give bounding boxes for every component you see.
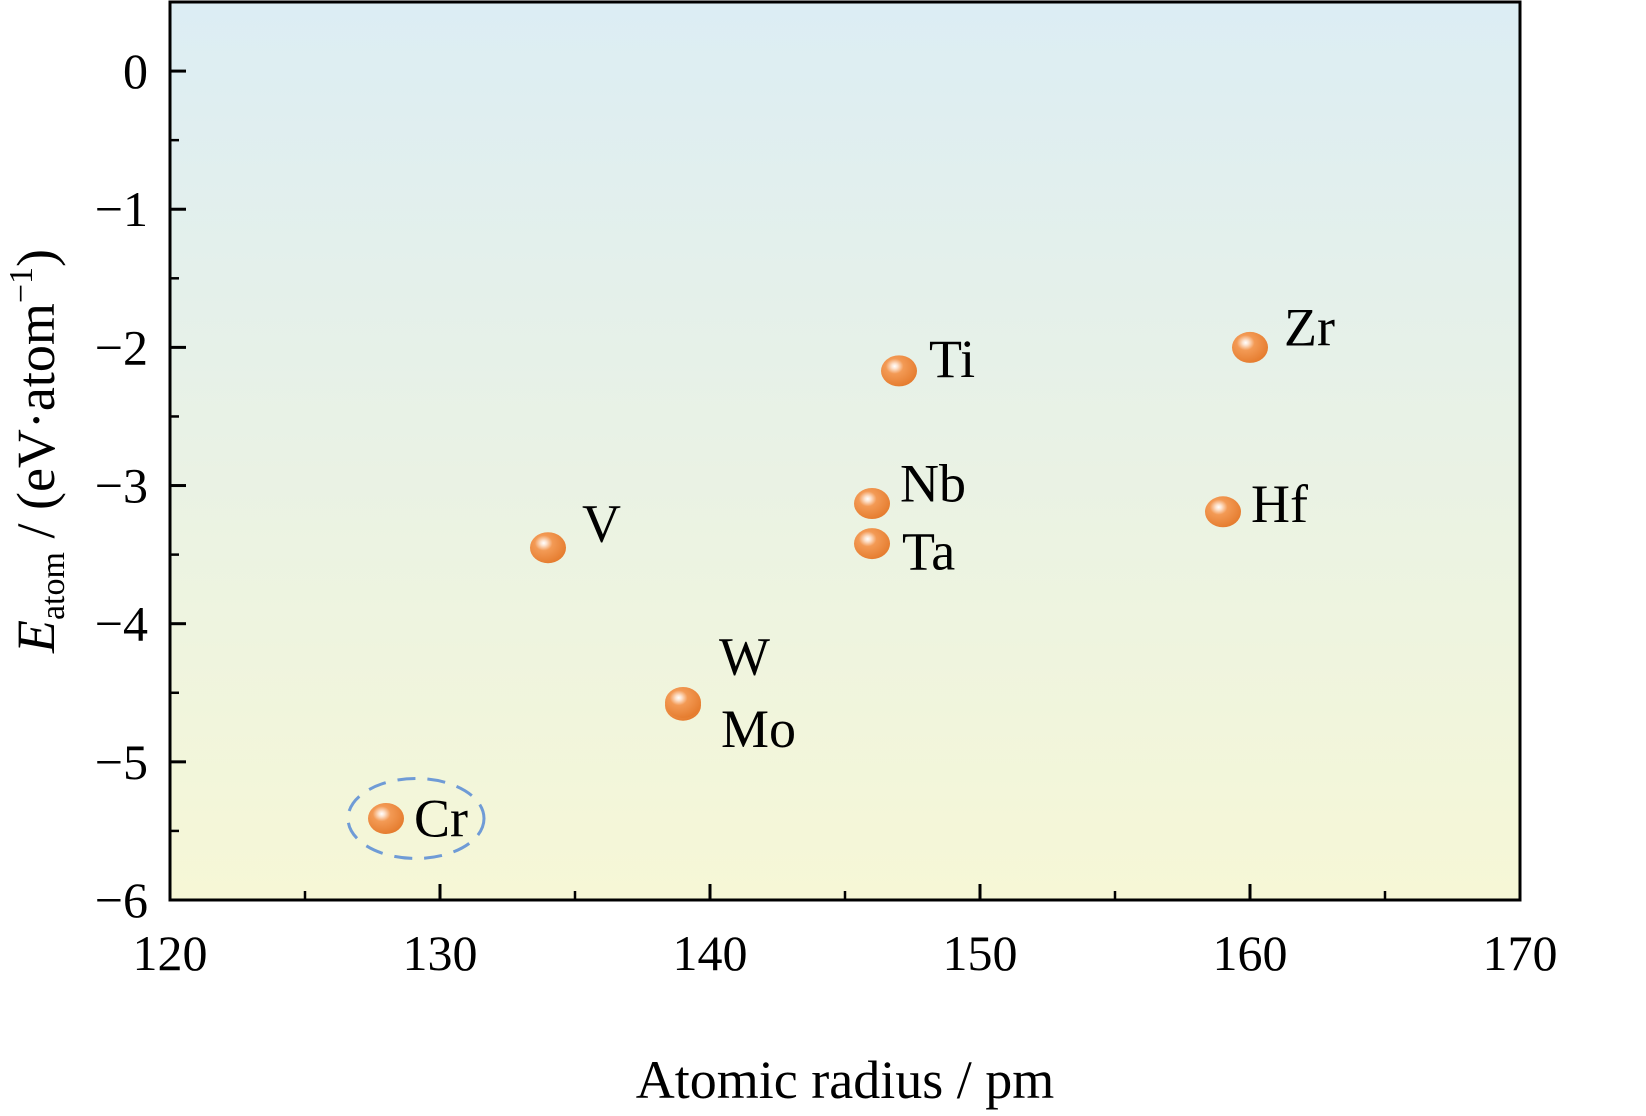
data-point-hf: Hf (1205, 474, 1308, 534)
point-label: Nb (900, 453, 966, 513)
x-tick-label: 150 (943, 925, 1018, 981)
plot-area (170, 2, 1520, 900)
x-tick-label: 140 (673, 925, 748, 981)
point-label: V (582, 494, 621, 554)
point-marker (854, 487, 890, 519)
point-marker (854, 528, 890, 560)
x-axis: 120 130 140 150 160 170 (133, 884, 1558, 981)
point-marker (665, 686, 701, 718)
point-label: Cr (414, 788, 468, 848)
data-points: Cr V Mo W Ta Nb Ti Hf Zr (346, 297, 1335, 860)
point-label: Ta (902, 522, 955, 582)
data-point-ti: Ti (881, 329, 975, 389)
y-tick-label: −1 (95, 181, 148, 237)
y-axis-unit-close: ) (6, 249, 66, 267)
y-axis-superscript: −1 (3, 267, 40, 303)
y-tick-label: −2 (95, 319, 148, 375)
point-marker (881, 355, 917, 387)
y-axis-symbol: E (6, 620, 66, 654)
x-tick-label: 130 (403, 925, 478, 981)
point-marker (368, 802, 404, 834)
y-axis-title: Eatom / (eV·atom−1) (3, 249, 72, 654)
point-label: Zr (1284, 297, 1335, 357)
y-tick-label: 0 (123, 43, 148, 99)
point-marker (1205, 496, 1241, 528)
highlight-ellipse (346, 776, 486, 860)
x-tick-label: 160 (1213, 925, 1288, 981)
plot-frame (168, 0, 1522, 902)
y-tick-label: −4 (95, 596, 148, 652)
point-label: W (719, 626, 770, 686)
x-axis-title: Atomic radius / pm (636, 1050, 1054, 1110)
point-label: Mo (721, 699, 796, 759)
y-axis-subscript: atom (35, 552, 72, 620)
point-label: Hf (1251, 474, 1308, 534)
data-point-nb: Nb (854, 453, 966, 519)
data-point-v: V (530, 494, 621, 564)
data-point-w: W (665, 626, 770, 718)
y-tick-label: −6 (95, 872, 148, 928)
y-axis: 0 −1 −2 −3 −4 −5 −6 (95, 0, 186, 928)
data-point-zr: Zr (1232, 297, 1335, 363)
x-tick-label: 120 (133, 925, 208, 981)
data-point-cr: Cr (346, 776, 486, 860)
point-marker (530, 532, 566, 564)
point-marker (1232, 331, 1268, 363)
y-axis-unit-open: / (eV·atom (6, 303, 66, 552)
point-label: Ti (929, 329, 975, 389)
y-tick-label: −3 (95, 458, 148, 514)
y-tick-label: −5 (95, 734, 148, 790)
x-tick-label: 170 (1483, 925, 1558, 981)
data-point-ta: Ta (854, 522, 955, 582)
